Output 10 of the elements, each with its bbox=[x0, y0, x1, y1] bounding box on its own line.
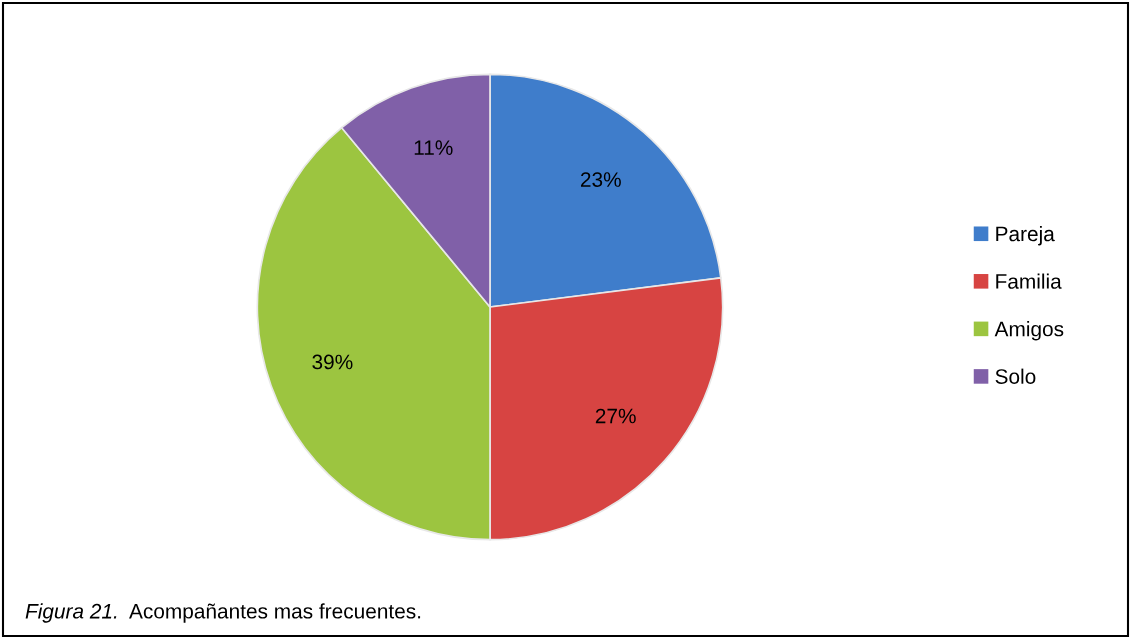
legend-label: Familia bbox=[996, 273, 1062, 289]
data-label: 23% bbox=[580, 172, 621, 187]
legend-label: Amigos bbox=[994, 321, 1064, 341]
data-label: 11% bbox=[414, 140, 453, 155]
legend-label: Pareja bbox=[996, 225, 1055, 246]
legend-label: Solo bbox=[995, 368, 1036, 384]
data-label: 27% bbox=[595, 408, 636, 424]
text: Figura 21. bbox=[25, 603, 117, 623]
data-label: 39% bbox=[312, 354, 353, 370]
text: Acompañantes mas frecuentes. bbox=[129, 603, 421, 623]
